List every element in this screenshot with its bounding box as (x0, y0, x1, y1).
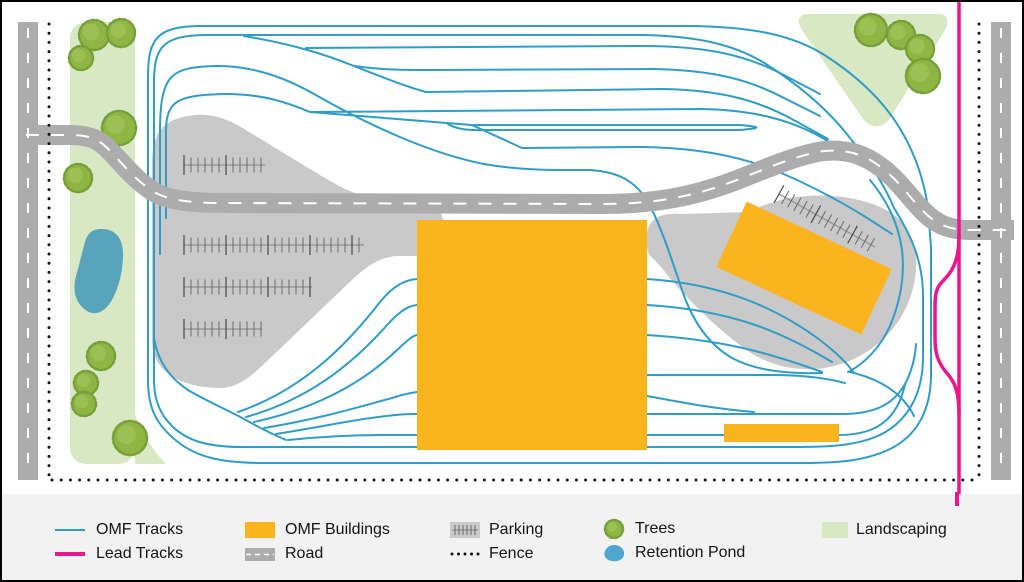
legend-label-fence: Fence (489, 545, 534, 562)
small-omf-building (724, 424, 839, 442)
legend-label-omf-tracks: OMF Tracks (96, 521, 184, 538)
legend-item-lead-tracks: Lead Tracks (54, 543, 183, 565)
track-west-fan-trunk (153, 337, 287, 441)
parking-tick (810, 205, 822, 224)
track-east-fan-1 (646, 278, 855, 374)
tree-icon (904, 33, 936, 65)
track-west-fan-6 (287, 434, 418, 441)
track-west-fan-1 (237, 278, 418, 413)
track-southeast-2 (646, 383, 906, 436)
lead-tracks-layer (933, 2, 961, 494)
tree-icon (67, 44, 95, 72)
main-road-centerline (26, 134, 1014, 231)
track-yard-4 (353, 65, 821, 117)
tree-icon (85, 340, 117, 372)
track-yard-3 (305, 44, 821, 95)
east-omf-building (716, 201, 892, 335)
track-yard-5 (425, 87, 829, 140)
tree-icon (72, 369, 100, 397)
legend-item-road: Road (245, 543, 323, 565)
track-west-fan-5 (275, 413, 418, 435)
lead-tracks-swatch-icon (54, 550, 86, 558)
track-west-fan-4 (263, 391, 418, 429)
tree-icon (111, 419, 149, 457)
legend-label-trees: Trees (635, 520, 676, 537)
west-parking-lot-pad (152, 114, 444, 389)
parking-tick (866, 237, 875, 252)
legend-item-fence: Fence (450, 543, 533, 565)
landscaping-swatch-icon (822, 522, 848, 538)
parking-rows (183, 155, 876, 339)
main-omf-building (417, 220, 647, 450)
lead-track-siding (933, 234, 961, 416)
track-southeast-1b (646, 395, 755, 413)
parking-tick (830, 217, 839, 232)
legend: OMF Tracks Lead Tracks OMF Buildings Roa… (2, 494, 1022, 580)
tree-icon (105, 17, 137, 49)
parking-tick (781, 190, 790, 205)
parking-tick (787, 193, 796, 208)
legend-item-omf-buildings: OMF Buildings (245, 519, 390, 541)
parking-tick (773, 184, 785, 204)
legend-item-trees: Trees (602, 518, 675, 540)
retention-pond-swatch-icon (602, 544, 626, 562)
parking-tick (860, 234, 869, 249)
legend-label-omf-buildings: OMF Buildings (285, 521, 390, 538)
fence-layer (47, 22, 982, 482)
track-yard-6 (309, 107, 861, 162)
buildings-layer (417, 201, 892, 450)
tree-icon (70, 390, 98, 418)
fence-swatch-icon (450, 550, 480, 558)
trees-layer (62, 12, 942, 457)
legend-item-retention-pond: Retention Pond (602, 542, 745, 564)
legend-label-road: Road (285, 545, 324, 562)
trees-swatch-icon (602, 517, 626, 541)
parking-tick (842, 224, 851, 239)
track-west-fan-3 (253, 334, 418, 423)
parking-tick (847, 225, 858, 244)
legend-item-omf-tracks: OMF Tracks (54, 519, 183, 541)
retention-pond (74, 229, 124, 314)
tree-icon (62, 162, 94, 194)
track-west-fan-2 (245, 304, 418, 418)
parking-swatch-icon (450, 522, 480, 538)
legend-label-lead-tracks: Lead Tracks (96, 545, 184, 562)
parking-tick (793, 197, 802, 211)
parking-tick (823, 214, 833, 228)
site-plan-map (18, 2, 1014, 494)
legend-label-landscaping: Landscaping (856, 521, 947, 538)
track-yard-siding (447, 123, 758, 132)
track-east-fan-3 (646, 334, 823, 373)
legend-item-landscaping: Landscaping (822, 519, 947, 541)
track-ladder-west-2 (159, 64, 823, 375)
parking-tick (817, 210, 826, 225)
lead-track-overrun (955, 492, 959, 506)
parking-tick (836, 221, 845, 235)
track-east-branch (847, 179, 904, 373)
tree-icon (904, 57, 942, 95)
track-east-fan-merge (849, 371, 915, 417)
parking-tick (805, 204, 814, 218)
track-ladder-west-1 (165, 92, 523, 219)
roads-layer (18, 22, 1014, 480)
road-swatch-icon (245, 546, 275, 562)
omf-buildings-swatch-icon (245, 522, 275, 538)
parking-tick (799, 200, 808, 215)
omf-tracks-swatch-icon (54, 526, 86, 534)
tree-icon (853, 12, 889, 48)
track-ladder-diag-top (243, 35, 427, 93)
track-east-fan-4 (646, 374, 846, 384)
track-inner-loop (153, 34, 924, 448)
legend-label-parking: Parking (489, 521, 544, 538)
parking-tick (854, 231, 863, 245)
legend-label-retention-pond: Retention Pond (635, 544, 746, 561)
track-east-fan-2 (646, 304, 833, 363)
legend-item-parking: Parking (450, 519, 543, 541)
landscaping-west-flare (135, 414, 166, 464)
tree-icon (100, 109, 138, 147)
